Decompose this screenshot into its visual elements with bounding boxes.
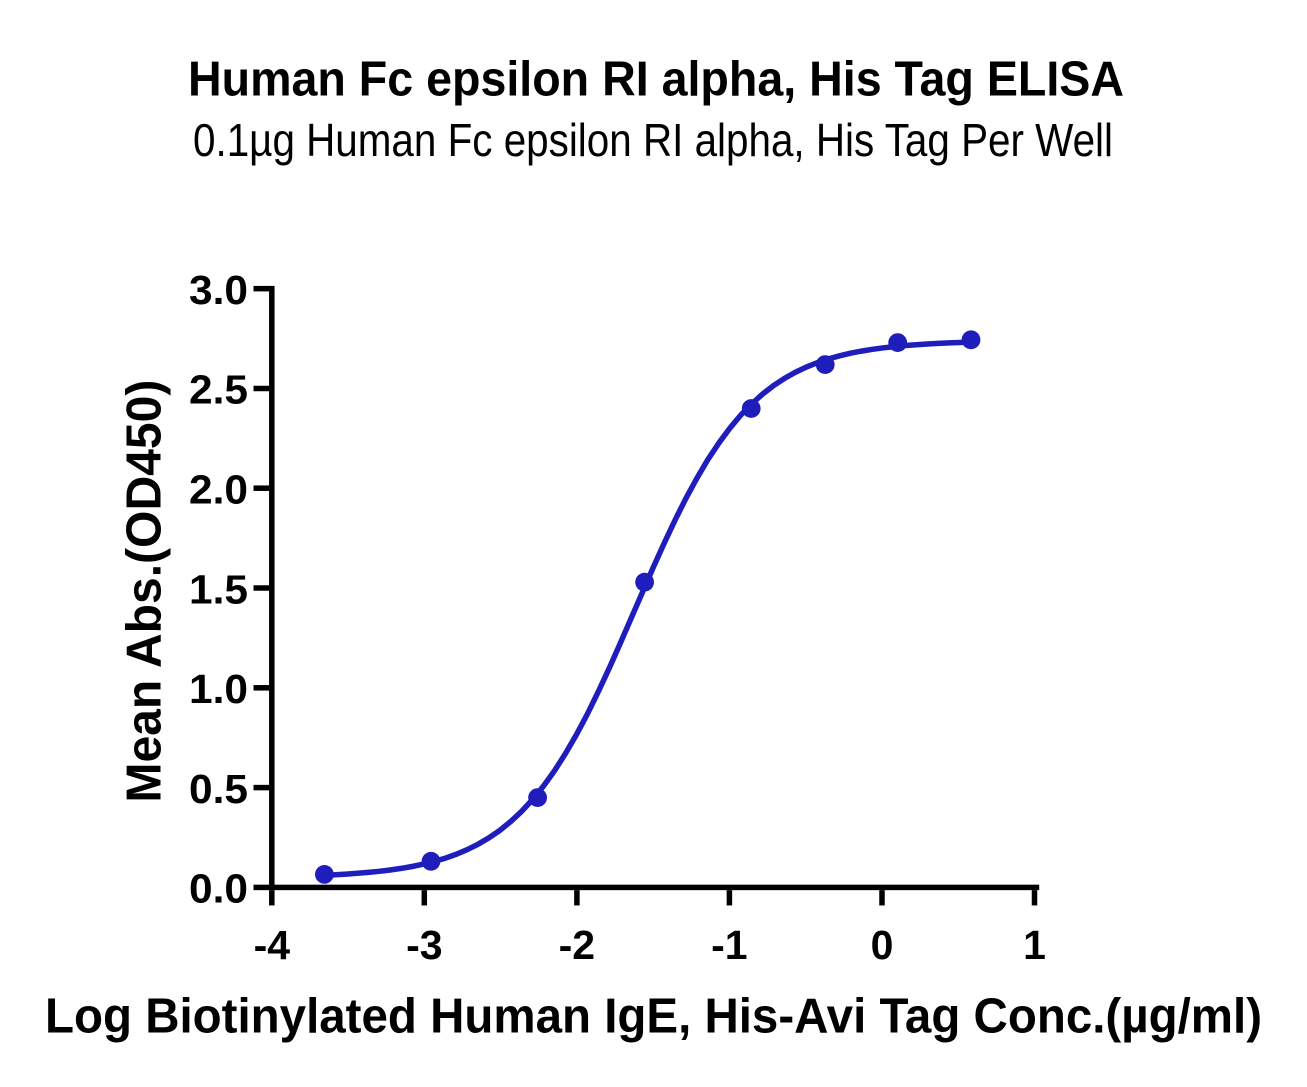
svg-text:-1: -1 [711, 922, 747, 968]
svg-text:3.0: 3.0 [189, 267, 248, 313]
svg-text:-2: -2 [559, 922, 595, 968]
svg-text:1.0: 1.0 [189, 666, 248, 712]
svg-text:2.0: 2.0 [189, 467, 248, 513]
svg-text:0.5: 0.5 [189, 766, 248, 812]
svg-text:2.5: 2.5 [189, 367, 248, 413]
svg-text:Mean Abs.(OD450): Mean Abs.(OD450) [117, 380, 172, 803]
svg-text:-4: -4 [254, 922, 291, 968]
svg-text:-3: -3 [406, 922, 442, 968]
svg-text:Log Biotinylated Human IgE, Hi: Log Biotinylated Human IgE, His-Avi Tag … [45, 988, 1262, 1043]
svg-text:1: 1 [1023, 922, 1046, 968]
svg-text:1.5: 1.5 [189, 566, 248, 612]
svg-text:0.0: 0.0 [189, 866, 248, 912]
svg-text:0: 0 [871, 922, 894, 968]
svg-text:Human Fc epsilon RI alpha, His: Human Fc epsilon RI alpha, His Tag ELISA [188, 52, 1124, 107]
svg-text:0.1µg Human Fc epsilon RI alph: 0.1µg Human Fc epsilon RI alpha, His Tag… [193, 114, 1113, 166]
